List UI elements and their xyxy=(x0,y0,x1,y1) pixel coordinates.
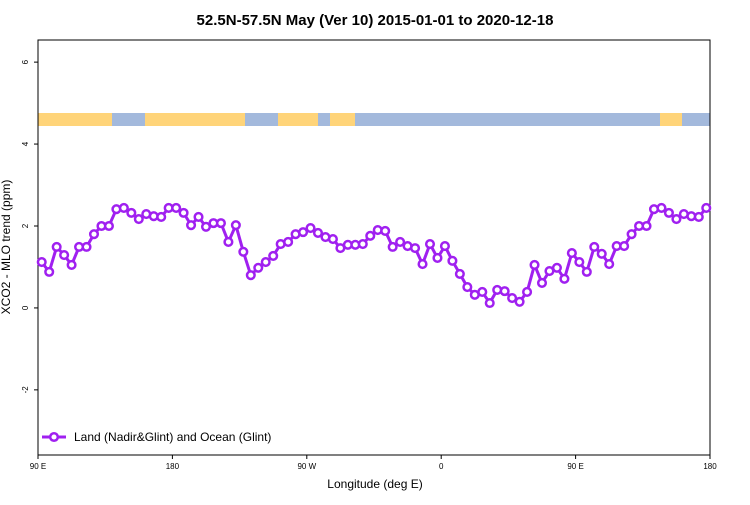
data-point xyxy=(357,238,368,250)
land-strip xyxy=(38,113,112,126)
data-point xyxy=(88,229,100,240)
data-point xyxy=(200,221,212,232)
data-point xyxy=(619,241,630,252)
y-tick-label: 6 xyxy=(21,59,30,64)
legend-label: Land (Nadir&Glint) and Ocean (Glint) xyxy=(74,430,271,444)
legend-marker xyxy=(48,431,60,443)
data-point xyxy=(133,213,144,225)
data-point xyxy=(536,277,548,288)
data-point xyxy=(118,202,129,214)
data-point xyxy=(701,202,712,214)
x-tick-label: 90 E xyxy=(30,462,46,471)
data-point xyxy=(596,248,607,259)
data-point xyxy=(693,211,704,223)
x-tick-label: 90 E xyxy=(567,462,583,471)
data-point xyxy=(245,270,256,281)
data-point xyxy=(298,227,309,238)
data-point xyxy=(514,296,525,307)
data-point xyxy=(44,266,55,277)
x-tick-label: 0 xyxy=(439,462,444,471)
data-point xyxy=(529,259,540,270)
chart-title: 52.5N-57.5N May (Ver 10) 2015-01-01 to 2… xyxy=(197,12,554,29)
data-point xyxy=(186,220,197,231)
data-point xyxy=(171,202,182,214)
data-point xyxy=(574,256,585,268)
data-point xyxy=(604,259,615,270)
data-point xyxy=(551,262,562,273)
land-strip xyxy=(330,113,355,126)
x-tick-label: 90 W xyxy=(297,462,316,471)
data-point xyxy=(283,236,294,248)
y-tick-label: 0 xyxy=(21,305,30,310)
data-point xyxy=(424,238,436,250)
data-point xyxy=(238,246,249,257)
data-point xyxy=(439,241,450,252)
data-point xyxy=(253,262,264,273)
plot-frame xyxy=(37,39,711,456)
data-point xyxy=(327,234,338,245)
data-point xyxy=(462,281,473,293)
land-strip xyxy=(278,113,318,126)
data-point xyxy=(193,211,204,223)
data-point xyxy=(66,259,77,270)
data-point xyxy=(395,236,406,248)
data-point xyxy=(51,241,62,252)
data-point xyxy=(59,250,70,261)
data-point xyxy=(454,268,465,279)
data-point xyxy=(477,286,488,297)
data-point xyxy=(365,230,376,241)
data-point xyxy=(656,202,667,214)
y-tick-label: 4 xyxy=(21,141,30,146)
data-point xyxy=(507,293,518,304)
x-axis-label: Longitude (deg E) xyxy=(327,477,422,491)
data-point xyxy=(641,220,652,232)
data-point xyxy=(36,256,47,268)
y-axis-label: XCO2 - MLO trend (ppm) xyxy=(0,180,13,315)
data-point xyxy=(559,273,570,284)
data-point xyxy=(387,241,398,252)
data-point xyxy=(260,256,271,268)
data-point xyxy=(178,207,189,218)
y-tick-label: 2 xyxy=(21,223,30,228)
data-point xyxy=(671,213,682,225)
land-strip xyxy=(145,113,245,126)
land-strip xyxy=(660,113,682,126)
ocean-strip xyxy=(38,113,710,126)
data-point xyxy=(81,241,92,252)
data-point xyxy=(223,236,234,248)
data-point xyxy=(566,247,577,259)
x-tick-label: 180 xyxy=(166,462,180,471)
data-point xyxy=(410,243,421,254)
data-point xyxy=(312,227,324,239)
land-ocean-strip xyxy=(38,113,710,126)
data-point xyxy=(156,211,167,223)
data-point xyxy=(522,286,533,297)
data-point xyxy=(663,207,674,218)
data-point xyxy=(305,222,316,234)
data-point xyxy=(380,225,391,236)
data-point xyxy=(268,250,279,261)
data-point xyxy=(417,259,428,270)
data-point xyxy=(499,286,510,297)
data-point xyxy=(230,220,241,231)
y-tick-label: -2 xyxy=(21,386,30,394)
x-tick-label: 180 xyxy=(703,462,717,471)
data-point xyxy=(589,241,600,252)
data-point xyxy=(432,252,443,263)
data-point xyxy=(103,220,114,232)
data-point xyxy=(126,207,137,218)
data-point xyxy=(447,255,458,266)
data-point xyxy=(215,218,226,229)
data-point xyxy=(484,297,495,309)
data-point xyxy=(626,229,637,240)
data-point xyxy=(581,266,592,277)
